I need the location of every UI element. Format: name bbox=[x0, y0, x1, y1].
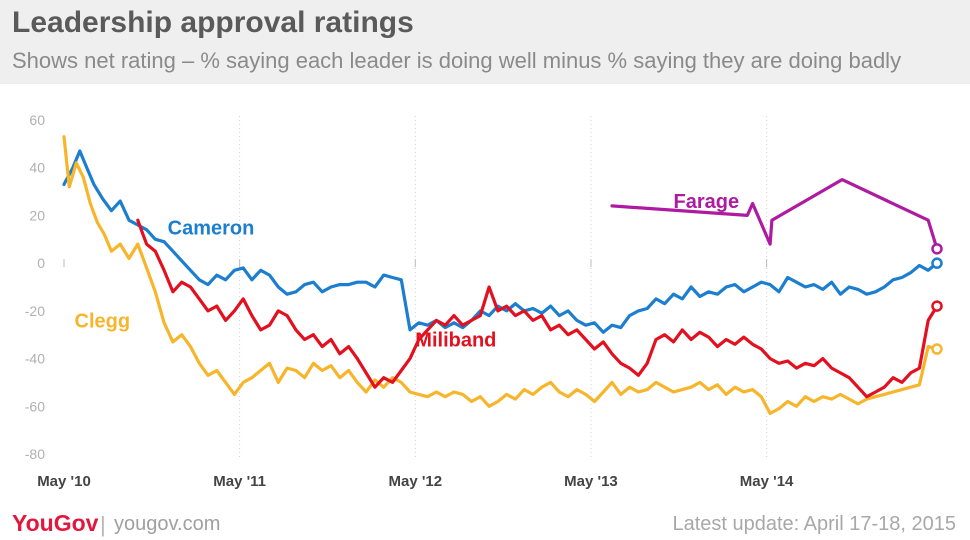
y-tick-label: -40 bbox=[25, 351, 45, 367]
series-line-miliband bbox=[136, 218, 939, 399]
footer-divider: | bbox=[100, 512, 106, 537]
y-tick-label: 0 bbox=[37, 255, 45, 271]
end-marker-clegg bbox=[931, 343, 943, 355]
gridlines bbox=[63, 116, 768, 458]
y-axis: 60 40 20 0 -20 -40 -60 -80 bbox=[25, 112, 45, 462]
chart-header: Leadership approval ratings Shows net ra… bbox=[0, 0, 970, 84]
x-axis: May '10 May '11 May '12 May '13 May '14 bbox=[37, 473, 794, 490]
series-label-clegg: Clegg bbox=[75, 310, 131, 332]
series-label-cameron: Cameron bbox=[168, 217, 255, 239]
yougov-logo: YouGov bbox=[12, 510, 99, 536]
footer-site-link[interactable]: yougov.com bbox=[114, 513, 221, 535]
series-line-clegg bbox=[62, 135, 939, 415]
series-label-farage: Farage bbox=[674, 191, 740, 213]
x-tick-label: May '13 bbox=[564, 473, 618, 490]
y-tick-label: 60 bbox=[29, 112, 45, 128]
x-tick-label: May '10 bbox=[37, 473, 91, 490]
latest-update-text: Latest update: April 17-18, 2015 bbox=[672, 513, 956, 535]
series-lines bbox=[62, 135, 943, 415]
series-line-cameron bbox=[62, 149, 939, 334]
x-tick-label: May '11 bbox=[213, 473, 266, 490]
y-tick-label: -80 bbox=[25, 446, 45, 462]
x-tick-label: May '14 bbox=[740, 473, 794, 490]
chart-subtitle: Shows net rating – % saying each leader … bbox=[12, 48, 902, 73]
end-marker-farage bbox=[931, 243, 943, 255]
end-marker-cameron bbox=[931, 257, 943, 269]
series-line-farage bbox=[610, 178, 939, 251]
y-tick-label: 40 bbox=[29, 160, 45, 176]
chart-title: Leadership approval ratings bbox=[12, 6, 414, 39]
y-tick-label: 20 bbox=[29, 207, 45, 223]
y-tick-label: -60 bbox=[25, 398, 45, 414]
series-labels: Cameron Clegg Miliband Farage bbox=[75, 191, 740, 351]
end-marker-miliband bbox=[931, 300, 943, 312]
x-tick-label: May '12 bbox=[389, 473, 443, 490]
y-tick-label: -20 bbox=[25, 303, 45, 319]
series-label-miliband: Miliband bbox=[415, 329, 496, 351]
